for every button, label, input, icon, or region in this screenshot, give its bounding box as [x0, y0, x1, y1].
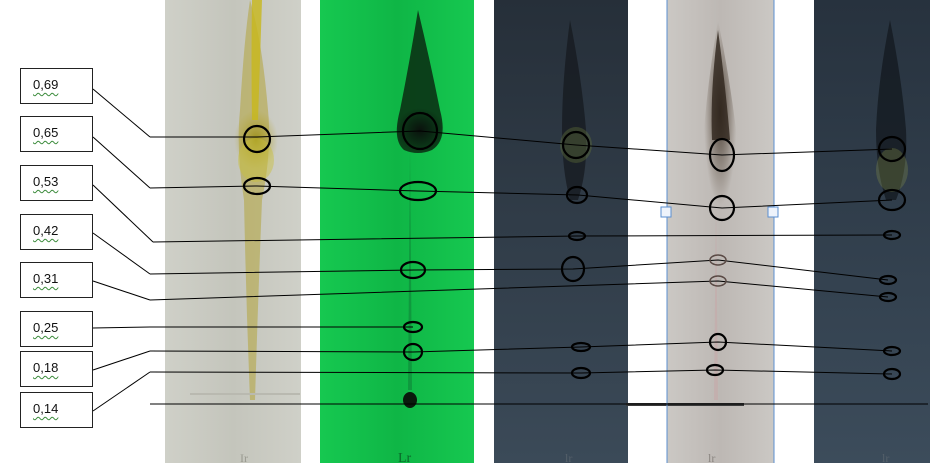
selection-frame[interactable] — [660, 0, 779, 463]
label-leader-lines — [92, 88, 154, 412]
rf-label: 0,14 — [33, 401, 59, 416]
svg-text:lr: lr — [882, 451, 889, 463]
rf-line-0.31 — [149, 280, 889, 301]
rf-line-0.53 — [152, 234, 893, 243]
rf-correlation-lines — [149, 130, 928, 405]
selection-handle-right — [767, 206, 779, 218]
svg-text:lr: lr — [565, 451, 572, 463]
rf-label: 0,42 — [33, 223, 59, 238]
plate-derivatized: lr — [626, 0, 774, 463]
rf-label-box-7[interactable]: 0,14 — [20, 392, 93, 428]
rf-line-0.42 — [149, 259, 889, 281]
selection-handle-left — [660, 206, 672, 218]
rf-label-box-0[interactable]: 0,69 — [20, 68, 93, 104]
plate-uv-254: Lr — [320, 0, 474, 463]
rf-line-0.14 — [149, 369, 893, 375]
spot-outlines — [242, 111, 907, 381]
svg-text:lr: lr — [708, 451, 715, 463]
rf-label-box-6[interactable]: 0,18 — [20, 351, 93, 387]
plate-visible-light: Ir — [165, 0, 301, 463]
rf-label-box-2[interactable]: 0,53 — [20, 165, 93, 201]
plate-uv-366: lr — [494, 0, 628, 463]
rf-line-0.69 — [150, 130, 893, 156]
rf-line-0.18 — [149, 341, 893, 353]
svg-text:Lr: Lr — [398, 451, 412, 463]
svg-text:Ir: Ir — [240, 451, 248, 463]
rf-label: 0,65 — [33, 125, 59, 140]
rf-label-box-5[interactable]: 0,25 — [20, 311, 93, 347]
rf-line-0.65 — [149, 185, 893, 209]
rf-label-box-1[interactable]: 0,65 — [20, 116, 93, 152]
rf-label-box-4[interactable]: 0,31 — [20, 262, 93, 298]
rf-label: 0,18 — [33, 360, 59, 375]
rf-label: 0,25 — [33, 320, 59, 335]
rf-label: 0,31 — [33, 271, 59, 286]
rf-label: 0,69 — [33, 77, 59, 92]
rf-label: 0,53 — [33, 174, 59, 189]
rf-label-box-3[interactable]: 0,42 — [20, 214, 93, 250]
plate-uv-366-derivatized: lr — [814, 0, 930, 463]
